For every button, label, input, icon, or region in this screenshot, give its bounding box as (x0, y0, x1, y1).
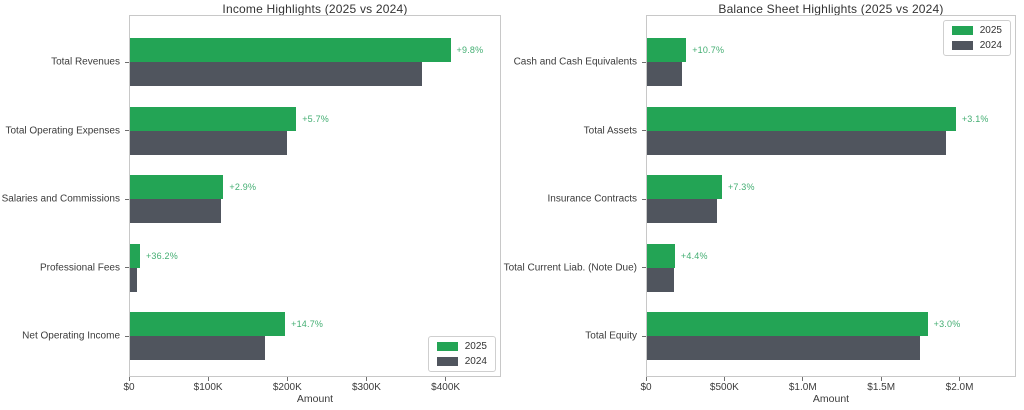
bar-2025 (130, 243, 140, 268)
x-tick-label: $0 (640, 382, 652, 393)
bar-2025 (647, 38, 687, 62)
legend-label: 2025 (979, 25, 1002, 36)
y-tick-label: Total Assets (583, 125, 637, 136)
bar-2024 (130, 62, 423, 86)
bar-2024 (647, 199, 717, 223)
legend: 2025 2024 (427, 336, 496, 372)
pct-change-label: +3.0% (933, 319, 961, 329)
legend-item: 2025 (951, 25, 1002, 36)
y-tick-mark (125, 267, 129, 268)
legend-item: 2025 (436, 341, 487, 352)
x-tick-mark (880, 377, 882, 381)
bar-2025 (130, 106, 297, 131)
x-axis-label: Amount (296, 393, 334, 405)
x-tick-label: $0 (123, 382, 135, 393)
x-tick-mark (802, 377, 804, 381)
pct-change-label: +2.9% (229, 182, 257, 192)
bar-2025 (647, 312, 928, 336)
bar-2024 (647, 267, 674, 292)
bar-2024 (647, 62, 683, 86)
y-tick-label: Total Operating Expenses (5, 125, 120, 136)
x-tick-label: $1.0M (788, 382, 817, 393)
legend-swatch-2024 (436, 357, 458, 366)
y-tick-mark (642, 198, 646, 200)
x-tick-mark (645, 377, 647, 381)
x-tick-mark (365, 377, 367, 381)
legend-label: 2024 (464, 356, 487, 367)
bar-2024 (130, 199, 221, 223)
y-tick-mark (125, 61, 129, 63)
legend-label: 2024 (979, 40, 1002, 51)
bar-2025 (130, 175, 224, 199)
bar-2024 (130, 267, 138, 292)
y-tick-label: Salaries and Commissions (1, 193, 120, 205)
y-tick-label: Net Operating Income (22, 330, 120, 342)
pct-change-label: +14.7% (291, 319, 324, 329)
y-tick-mark (125, 198, 129, 200)
y-tick-label: Total Revenues (51, 56, 120, 68)
y-tick-mark (642, 61, 646, 63)
y-tick-label: Cash and Cash Equivalents (513, 56, 637, 68)
y-tick-label: Total Equity (585, 330, 637, 342)
x-tick-mark (286, 377, 288, 381)
legend-swatch-2025 (436, 342, 458, 351)
y-tick-mark (642, 335, 646, 337)
x-tick-label: $100K (193, 382, 223, 393)
bar-2025 (647, 243, 675, 268)
pct-change-label: +36.2% (145, 250, 178, 261)
bar-2024 (130, 336, 266, 360)
chart-title: Balance Sheet Highlights (2025 vs 2024) (718, 2, 944, 16)
pct-change-label: +7.3% (727, 182, 755, 192)
pct-change-label: +4.4% (680, 250, 708, 261)
x-tick-label: $200K (272, 382, 302, 393)
legend-label: 2025 (464, 341, 487, 352)
x-tick-label: $2.0M (945, 382, 974, 393)
legend-item: 2024 (951, 40, 1002, 51)
x-tick-mark (128, 377, 130, 381)
pct-change-label: +3.1% (961, 113, 989, 124)
y-tick-mark (125, 130, 129, 131)
x-tick-mark (207, 377, 209, 381)
y-tick-mark (642, 130, 646, 131)
legend: 2025 2024 (942, 20, 1011, 56)
bar-2025 (130, 312, 286, 336)
legend-swatch-2024 (951, 41, 973, 50)
y-tick-label: Insurance Contracts (547, 193, 638, 205)
x-tick-label: $400K (431, 382, 461, 393)
legend-swatch-2025 (951, 26, 973, 35)
bar-2024 (647, 130, 947, 155)
pct-change-label: +10.7% (692, 45, 725, 55)
bar-2024 (647, 336, 920, 360)
x-tick-label: $300K (351, 382, 381, 393)
x-axis-label: Amount (812, 393, 850, 405)
y-tick-label: Total Current Liab. (Note Due) (503, 262, 637, 273)
bar-2025 (130, 38, 451, 62)
x-tick-mark (445, 377, 447, 381)
y-tick-mark (125, 335, 129, 337)
x-tick-mark (959, 377, 961, 381)
legend-item: 2024 (436, 356, 487, 367)
x-tick-label: $500K (709, 382, 739, 393)
pct-change-label: +5.7% (302, 113, 329, 124)
bar-2025 (647, 106, 956, 131)
x-tick-label: $1.5M (867, 382, 896, 393)
y-tick-label: Professional Fees (39, 262, 120, 273)
bar-2024 (130, 130, 288, 155)
chart-title: Income Highlights (2025 vs 2024) (222, 2, 408, 16)
bar-2025 (647, 175, 722, 199)
y-tick-mark (642, 267, 646, 268)
pct-change-label: +9.8% (456, 45, 484, 55)
x-tick-mark (723, 377, 725, 381)
